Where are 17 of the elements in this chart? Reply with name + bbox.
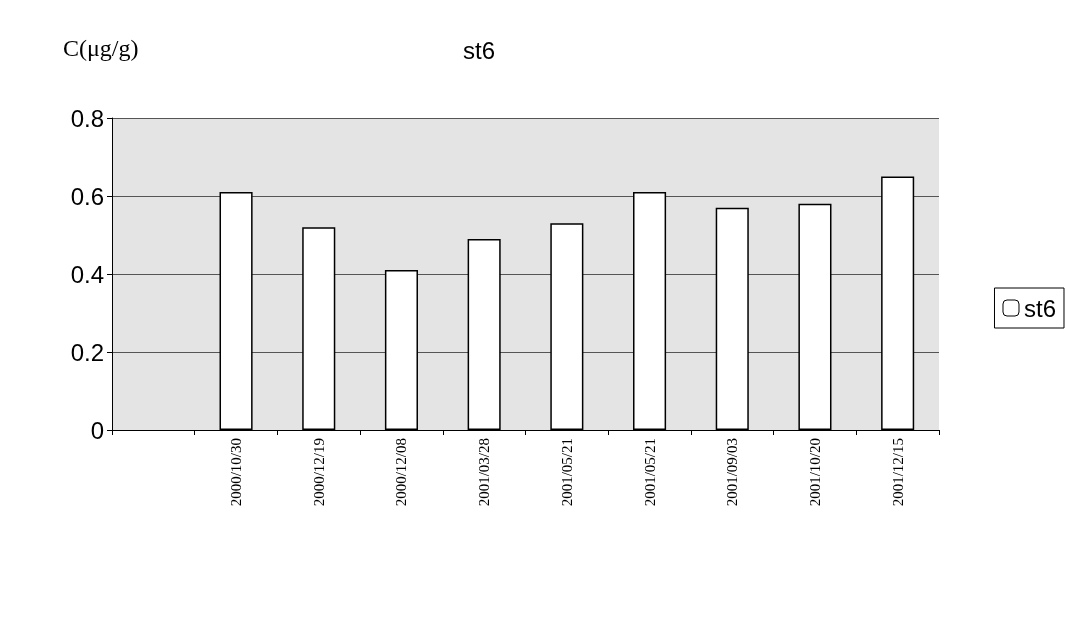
x-tick-label: 2000/10/30 — [228, 438, 245, 507]
x-tick-label: 2001/05/21 — [641, 438, 658, 507]
y-tick-label: 0 — [90, 416, 104, 444]
x-tick-label: 2001/10/20 — [806, 438, 823, 507]
x-tick-label: 2001/09/03 — [724, 438, 741, 507]
x-tick-label: 2001/03/28 — [476, 438, 493, 507]
chart-title: st6 — [463, 36, 496, 64]
legend-label: st6 — [1023, 294, 1056, 322]
y-tick-label: 0.6 — [70, 182, 104, 210]
x-tick-label: 2000/12/08 — [393, 438, 410, 507]
x-tick-label: 2001/12/15 — [889, 438, 906, 507]
x-tick-label: 2001/05/21 — [558, 438, 575, 507]
y-tick-label: 0.8 — [70, 104, 104, 132]
y-axis-title: C(μg/g) — [63, 35, 139, 61]
y-tick-label: 0.4 — [70, 260, 104, 288]
y-tick-label: 0.2 — [70, 338, 104, 366]
x-tick-label: 2000/12/19 — [310, 438, 327, 507]
